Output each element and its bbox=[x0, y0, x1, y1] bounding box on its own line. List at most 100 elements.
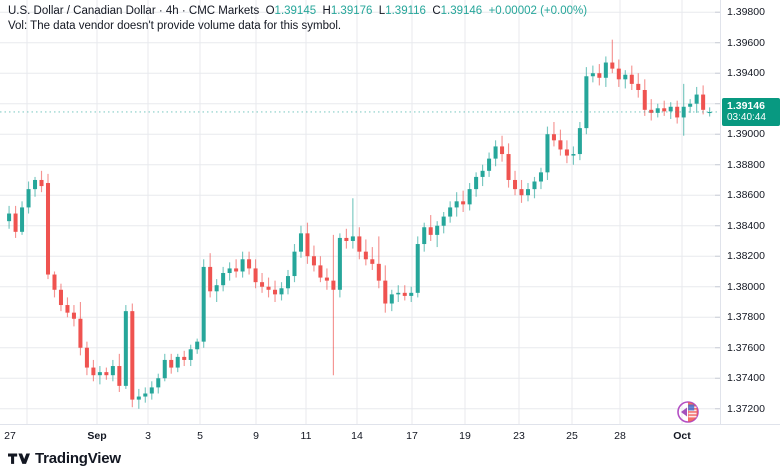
price-axis-tick: 1.38600 bbox=[727, 189, 765, 202]
candlestick bbox=[201, 259, 206, 348]
time-axis-tick: 23 bbox=[513, 430, 525, 442]
candlestick bbox=[149, 381, 154, 400]
candlestick-series bbox=[7, 39, 712, 409]
candlestick bbox=[175, 353, 180, 373]
candlestick bbox=[350, 198, 355, 249]
candlestick bbox=[584, 67, 589, 135]
candlestick bbox=[7, 205, 12, 229]
candlestick bbox=[136, 388, 141, 409]
price-axis-tick: 1.39400 bbox=[727, 67, 765, 80]
candlestick bbox=[493, 140, 498, 167]
candlestick bbox=[227, 262, 232, 281]
candlestick bbox=[260, 273, 265, 293]
candlestick bbox=[590, 65, 595, 83]
candlestick bbox=[292, 244, 297, 283]
candlestick bbox=[707, 107, 712, 117]
tradingview-branding[interactable]: TradingView bbox=[8, 450, 121, 467]
candlestick bbox=[428, 215, 433, 241]
candlestick bbox=[480, 164, 485, 187]
candlestick bbox=[234, 259, 239, 278]
price-axis-tick: 1.39000 bbox=[727, 128, 765, 141]
candlestick bbox=[221, 266, 226, 292]
bar-countdown-timer: 03:40:44 bbox=[727, 111, 766, 123]
price-axis-tick: 1.39600 bbox=[727, 36, 765, 49]
time-axis-tick: 19 bbox=[459, 430, 471, 442]
candlestick bbox=[298, 225, 303, 258]
candlestick bbox=[376, 236, 381, 289]
candlestick bbox=[681, 83, 686, 136]
candlestick bbox=[266, 277, 271, 298]
candlestick bbox=[331, 234, 336, 376]
tradingview-logo-icon bbox=[8, 453, 30, 464]
candlestick bbox=[208, 253, 213, 298]
candlestick bbox=[143, 387, 148, 403]
tradingview-wordmark: TradingView bbox=[35, 450, 121, 467]
candlestick bbox=[454, 192, 459, 217]
price-axis-tick: 1.38200 bbox=[727, 250, 765, 263]
time-axis[interactable]: 27 Sep 3 5 9 11 14 17 19 23 25 28 Oct bbox=[0, 424, 780, 446]
candlestick bbox=[71, 305, 76, 327]
candlestick bbox=[91, 359, 96, 382]
candlestick bbox=[402, 285, 407, 301]
candlestick bbox=[318, 256, 323, 283]
candlestick bbox=[636, 73, 641, 98]
candlestick bbox=[603, 56, 608, 87]
price-axis-tick: 1.37200 bbox=[727, 402, 765, 415]
price-axis-tick: 1.37400 bbox=[727, 372, 765, 385]
candlestick bbox=[123, 305, 128, 389]
candlestick bbox=[506, 143, 511, 188]
candlestick bbox=[305, 222, 310, 264]
candlestick bbox=[357, 227, 362, 260]
candlestick bbox=[84, 341, 89, 376]
price-axis-tick: 1.39800 bbox=[727, 6, 765, 19]
time-axis-tick: Oct bbox=[673, 430, 691, 442]
candlestick bbox=[285, 269, 291, 295]
candlestick bbox=[461, 190, 466, 212]
candlestick bbox=[415, 236, 420, 298]
price-axis-tick: 1.38800 bbox=[727, 158, 765, 171]
candlestick bbox=[52, 271, 57, 298]
candlestick bbox=[214, 279, 219, 302]
candlestick bbox=[435, 221, 440, 248]
time-axis-tick: 17 bbox=[406, 430, 418, 442]
candlestick bbox=[571, 146, 576, 165]
candlestick bbox=[13, 205, 18, 238]
candlestick bbox=[642, 79, 647, 116]
candlestick bbox=[65, 297, 70, 318]
chart-gridlines bbox=[0, 0, 720, 424]
candlestick bbox=[33, 176, 38, 197]
candlestick bbox=[337, 233, 342, 298]
candlestick bbox=[538, 167, 543, 190]
candlestick bbox=[422, 222, 427, 252]
candlestick bbox=[363, 239, 368, 266]
cmc-markets-logo-icon bbox=[677, 401, 699, 423]
candlestick bbox=[649, 99, 654, 121]
candlestick bbox=[273, 280, 278, 302]
candlestick bbox=[195, 338, 200, 354]
candlestick bbox=[623, 70, 628, 89]
candlestick bbox=[551, 122, 556, 147]
time-axis-tick: 28 bbox=[614, 430, 626, 442]
candlestick bbox=[104, 367, 109, 380]
current-price-line bbox=[0, 111, 720, 113]
candlestick bbox=[597, 64, 602, 86]
candlestick bbox=[162, 353, 167, 382]
candlestick bbox=[26, 181, 31, 214]
candlestick bbox=[610, 39, 615, 74]
price-axis-tick: 1.37800 bbox=[727, 311, 765, 324]
price-axis-tick: 1.38000 bbox=[727, 280, 765, 293]
candlestick bbox=[370, 247, 375, 270]
time-axis-tick: 9 bbox=[253, 430, 259, 442]
time-axis-tick: 5 bbox=[197, 430, 203, 442]
candlestick bbox=[389, 289, 394, 312]
candlestick bbox=[701, 85, 706, 115]
candlestick bbox=[655, 103, 660, 118]
candlestick bbox=[383, 265, 388, 313]
chart-pane[interactable] bbox=[0, 0, 720, 424]
candlestick bbox=[169, 353, 174, 374]
candlestick bbox=[545, 126, 550, 180]
price-axis[interactable]: 1.398001.396001.394001.392001.390001.388… bbox=[720, 0, 780, 424]
candlestick bbox=[182, 350, 187, 367]
candlestick bbox=[441, 212, 446, 234]
